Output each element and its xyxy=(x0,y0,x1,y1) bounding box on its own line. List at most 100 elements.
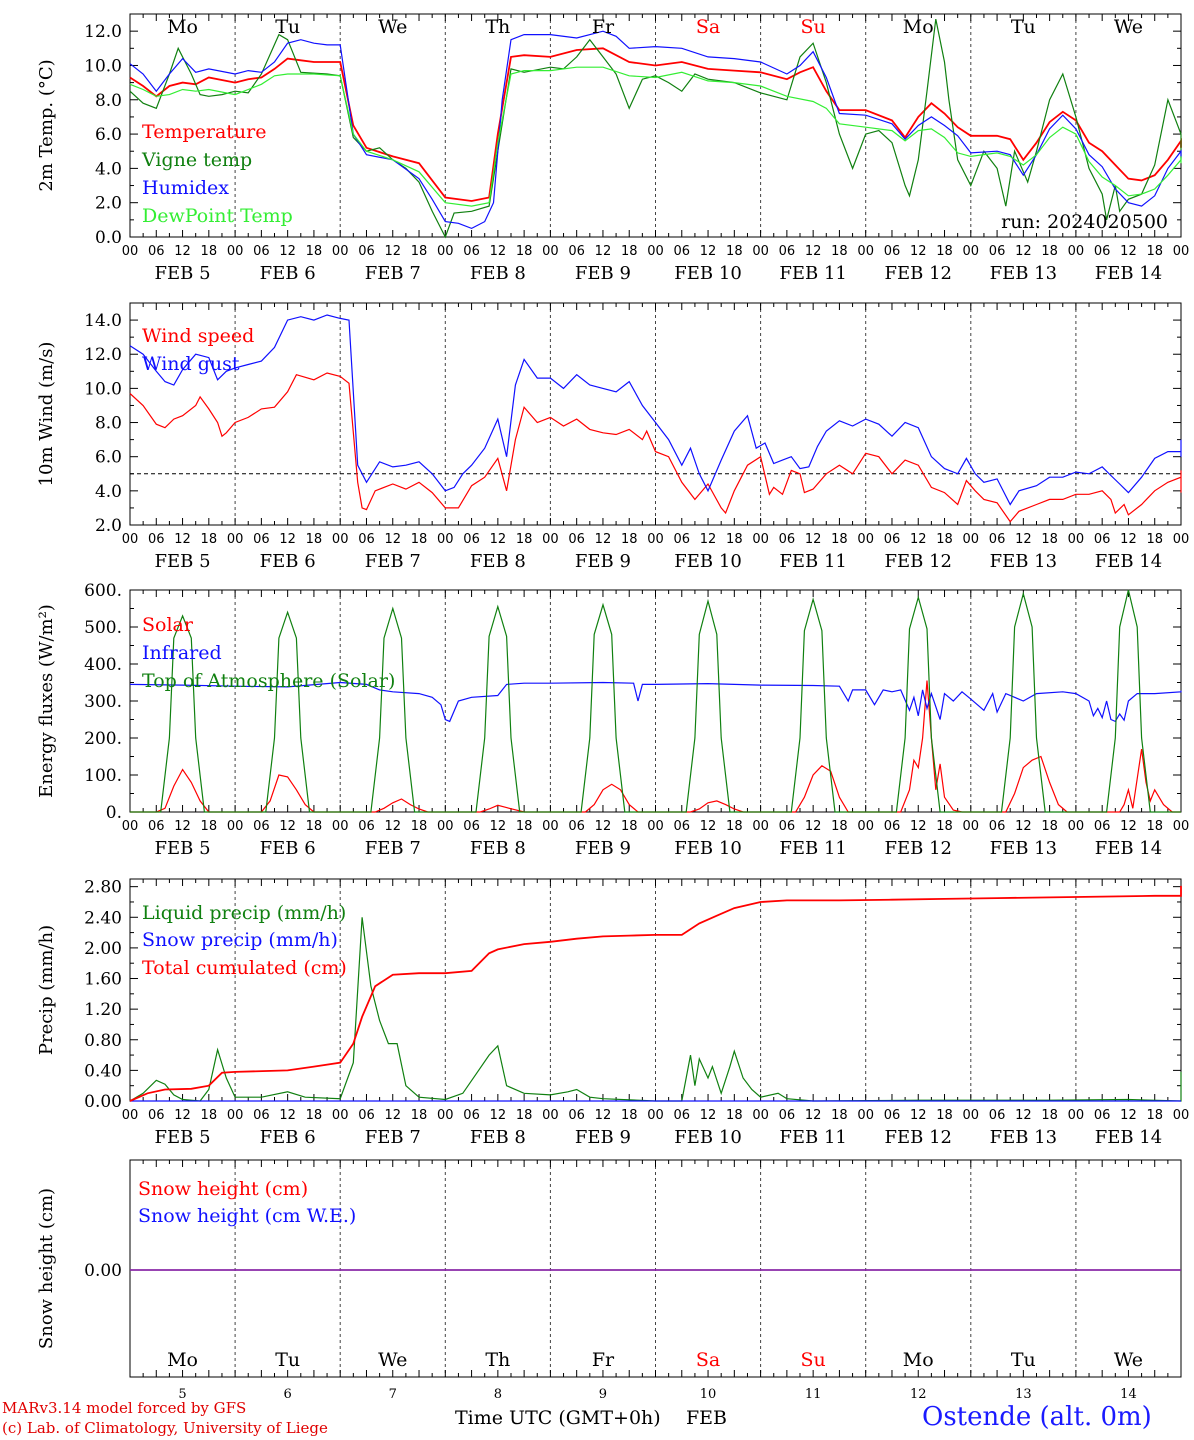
y-tick-label: 600. xyxy=(84,581,122,601)
hour-tick-label: 00 xyxy=(122,244,139,259)
date-label: FEB 11 xyxy=(779,1127,846,1148)
y-tick-label: 4.0 xyxy=(95,159,122,179)
hour-tick-label: 12 xyxy=(490,1108,507,1123)
series-line xyxy=(129,18,1182,239)
hour-tick-label: 18 xyxy=(1041,532,1058,547)
hour-tick-label: 12 xyxy=(700,532,717,547)
legend-entry: Infrared xyxy=(142,642,222,664)
hour-tick-label: 00 xyxy=(437,532,454,547)
panel-5: 0.00 Snow height (cm) Snow height (cm) Snow… xyxy=(36,1159,1182,1378)
hour-tick-label: 06 xyxy=(148,819,165,834)
day-number-label: 10 xyxy=(700,1387,717,1402)
hour-tick-label: 06 xyxy=(148,244,165,259)
weekday-label: We xyxy=(378,1349,407,1371)
date-label: FEB 7 xyxy=(365,1127,421,1148)
hour-tick-label: 18 xyxy=(621,819,638,834)
legend-entry: Temperature xyxy=(142,121,266,143)
weekday-label: Th xyxy=(485,16,510,38)
day-number-label: 11 xyxy=(805,1387,822,1402)
hour-tick-label: 18 xyxy=(831,532,848,547)
y-tick-label: 0.40 xyxy=(84,1061,122,1081)
hour-tick-label: 18 xyxy=(831,244,848,259)
hour-tick-label: 12 xyxy=(910,819,927,834)
y-tick-label: 10.0 xyxy=(84,56,122,76)
model-credit: MARv3.14 model forced by GFS xyxy=(2,1399,247,1417)
hour-tick-label: 18 xyxy=(936,244,953,259)
hour-tick-label: 00 xyxy=(647,532,664,547)
hour-tick-label: 06 xyxy=(463,1108,480,1123)
hour-tick-label: 18 xyxy=(201,532,218,547)
hour-tick-label: 18 xyxy=(726,244,743,259)
date-label: FEB 6 xyxy=(260,263,316,284)
y-tick-label: 6.0 xyxy=(95,125,122,145)
hour-tick-label: 12 xyxy=(910,1108,927,1123)
day-number-label: 8 xyxy=(494,1387,502,1402)
hour-tick-label: 06 xyxy=(674,1108,691,1123)
hour-tick-label: 18 xyxy=(201,1108,218,1123)
hour-tick-label: 18 xyxy=(936,819,953,834)
hour-tick-label: 06 xyxy=(358,244,375,259)
hour-tick-label: 00 xyxy=(1068,1108,1085,1123)
date-label: FEB 12 xyxy=(885,263,952,284)
hour-tick-label: 18 xyxy=(411,532,428,547)
hour-tick-label: 00 xyxy=(122,532,139,547)
hour-tick-label: 06 xyxy=(779,819,796,834)
series-line xyxy=(129,372,1182,523)
hour-tick-label: 12 xyxy=(490,244,507,259)
series-line xyxy=(130,680,1181,813)
day-number-label: 6 xyxy=(284,1387,292,1402)
hour-tick-label: 18 xyxy=(726,819,743,834)
hour-tick-label: 00 xyxy=(752,532,769,547)
hour-tick-label: 12 xyxy=(805,1108,822,1123)
panel-2: 2.0 4.0 6.0 8.0 10.0 12.0 14.0 10m Wind (m/s) Wi… xyxy=(36,302,1189,572)
hour-tick-label: 00 xyxy=(1173,244,1190,259)
hour-tick-label: 12 xyxy=(384,244,401,259)
hour-tick-label: 18 xyxy=(201,244,218,259)
hour-tick-label: 00 xyxy=(332,244,349,259)
hour-tick-label: 06 xyxy=(253,532,270,547)
date-label: FEB 12 xyxy=(885,838,952,859)
hour-tick-label: 06 xyxy=(674,819,691,834)
hour-tick-label: 06 xyxy=(1094,244,1111,259)
hour-tick-label: 12 xyxy=(805,819,822,834)
hour-tick-label: 18 xyxy=(411,1108,428,1123)
hour-tick-label: 18 xyxy=(1146,819,1163,834)
y-tick-label: 500. xyxy=(84,618,122,638)
date-label: FEB 6 xyxy=(260,1127,316,1148)
panel-1: 0.0 2.0 4.0 6.0 8.0 10.0 12.0 2m Temp. (°C) Temp… xyxy=(36,13,1190,284)
month-label: FEB xyxy=(686,1407,727,1429)
weekday-label: Su xyxy=(801,1349,826,1371)
hour-tick-label: 06 xyxy=(884,819,901,834)
legend-entry: Humidex xyxy=(142,177,229,199)
legend-entry: Vigne temp xyxy=(141,149,252,171)
date-label: FEB 6 xyxy=(260,838,316,859)
hour-tick-label: 18 xyxy=(1146,244,1163,259)
station-name: Ostende (alt. 0m) xyxy=(922,1402,1152,1432)
hour-tick-label: 06 xyxy=(148,532,165,547)
series-line xyxy=(129,30,1182,230)
date-label: FEB 13 xyxy=(990,838,1057,859)
y-tick-label: 0. xyxy=(106,803,122,823)
hour-tick-label: 12 xyxy=(174,532,191,547)
y-tick-label: 14.0 xyxy=(84,311,122,331)
weekday-label: Sa xyxy=(696,16,720,38)
hour-tick-label: 06 xyxy=(674,532,691,547)
hour-tick-label: 00 xyxy=(227,819,244,834)
weekday-label: We xyxy=(1114,1349,1143,1371)
hour-tick-label: 12 xyxy=(174,1108,191,1123)
hour-tick-label: 06 xyxy=(463,532,480,547)
hour-tick-label: 00 xyxy=(647,1108,664,1123)
hour-tick-label: 00 xyxy=(963,532,980,547)
hour-tick-label: 06 xyxy=(253,244,270,259)
y-tick-label: 100. xyxy=(84,766,122,786)
hour-tick-label: 06 xyxy=(989,1108,1006,1123)
date-label: FEB 8 xyxy=(470,263,526,284)
y-axis-label: 2m Temp. (°C) xyxy=(36,59,57,191)
hour-tick-label: 06 xyxy=(1094,532,1111,547)
hour-tick-label: 12 xyxy=(490,532,507,547)
hour-tick-label: 00 xyxy=(857,819,874,834)
date-label: FEB 8 xyxy=(470,551,526,572)
panel-3: 0. 100. 200. 300. 400. 500. 600. Energy fluxes … xyxy=(36,581,1189,859)
hour-tick-label: 18 xyxy=(201,819,218,834)
